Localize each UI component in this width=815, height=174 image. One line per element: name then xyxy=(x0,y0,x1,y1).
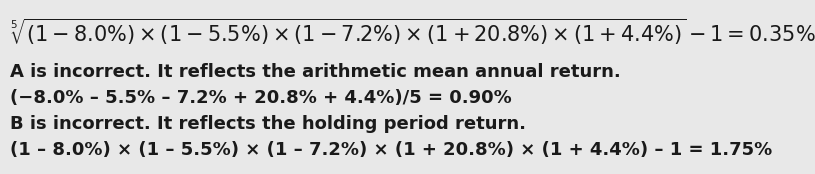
Text: A is incorrect. It reflects the arithmetic mean annual return.: A is incorrect. It reflects the arithmet… xyxy=(10,63,621,81)
Text: (−8.0% – 5.5% – 7.2% + 20.8% + 4.4%)/5 = 0.90%: (−8.0% – 5.5% – 7.2% + 20.8% + 4.4%)/5 =… xyxy=(10,89,512,107)
Text: (1 – 8.0%) × (1 – 5.5%) × (1 – 7.2%) × (1 + 20.8%) × (1 + 4.4%) – 1 = 1.75%: (1 – 8.0%) × (1 – 5.5%) × (1 – 7.2%) × (… xyxy=(10,141,773,159)
Text: B is incorrect. It reflects the holding period return.: B is incorrect. It reflects the holding … xyxy=(10,115,526,133)
Text: $\sqrt[5]{(1-8.0\%)\times(1-5.5\%)\times(1-7.2\%)\times(1+20.8\%)\times(1+4.4\%): $\sqrt[5]{(1-8.0\%)\times(1-5.5\%)\times… xyxy=(10,17,815,47)
